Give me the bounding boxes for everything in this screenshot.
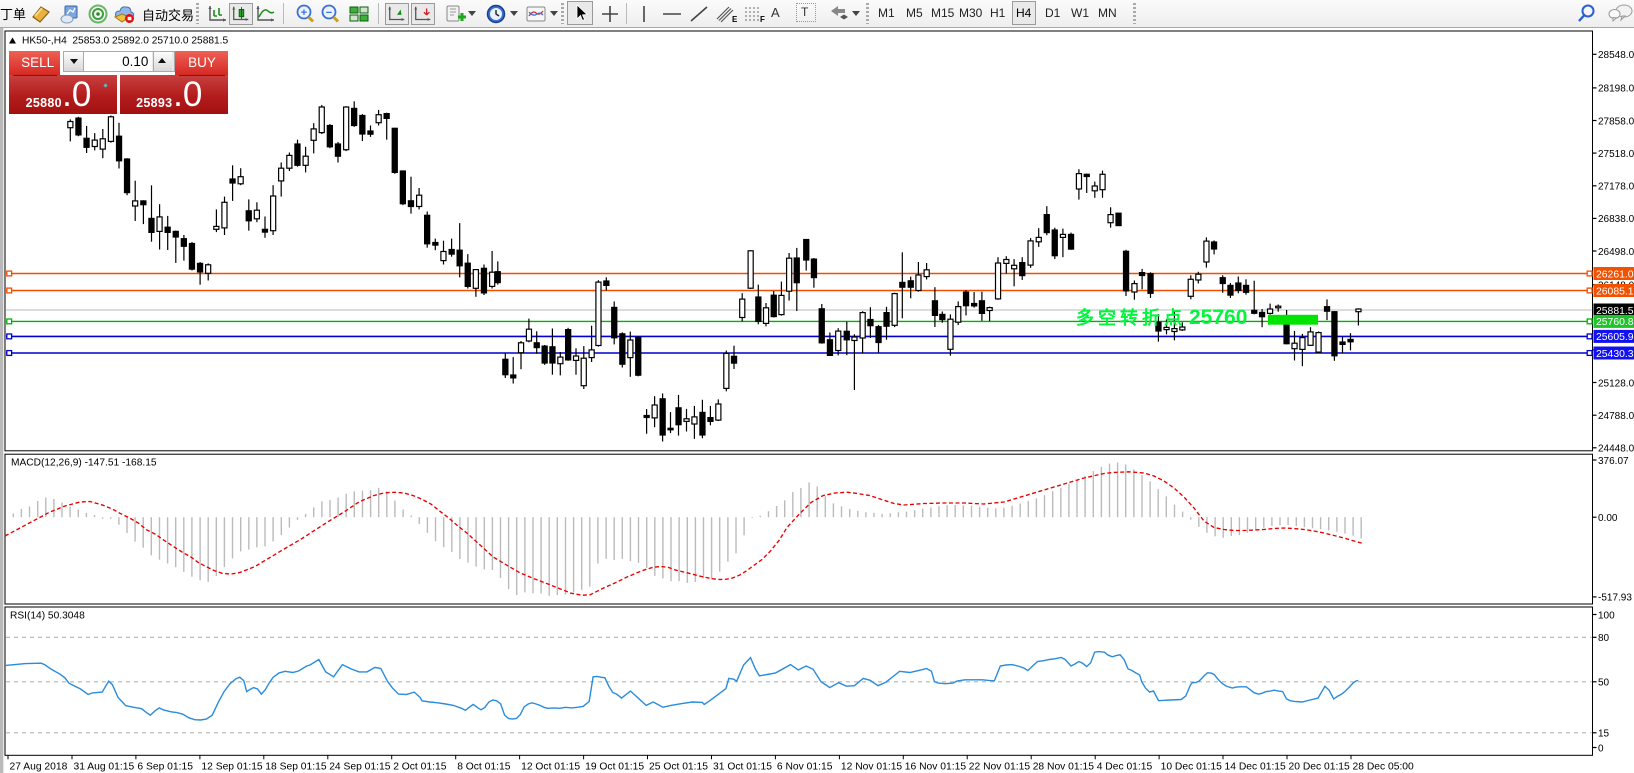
- svg-text:多空转折点: 多空转折点: [1076, 307, 1186, 328]
- svg-text:F: F: [760, 15, 765, 24]
- svg-text:22 Nov 01:15: 22 Nov 01:15: [969, 762, 1031, 773]
- svg-text:27858.0: 27858.0: [1598, 116, 1634, 127]
- svg-text:27 Aug 2018: 27 Aug 2018: [10, 762, 68, 773]
- svg-text:100: 100: [1598, 610, 1615, 621]
- svg-text:MACD(12,26,9) -147.51 -168.15: MACD(12,26,9) -147.51 -168.15: [11, 458, 157, 469]
- svg-text:-517.93: -517.93: [1598, 593, 1632, 604]
- svg-text:25760.8: 25760.8: [1596, 317, 1634, 328]
- svg-text:25881.5: 25881.5: [1596, 306, 1634, 317]
- svg-text:16 Nov 01:15: 16 Nov 01:15: [905, 762, 967, 773]
- svg-text:12 Nov 01:15: 12 Nov 01:15: [841, 762, 903, 773]
- svg-text:28 Nov 01:15: 28 Nov 01:15: [1033, 762, 1095, 773]
- svg-text:24 Sep 01:15: 24 Sep 01:15: [329, 762, 391, 773]
- svg-text:31 Oct 01:15: 31 Oct 01:15: [713, 762, 772, 773]
- svg-text:0: 0: [1598, 743, 1604, 754]
- svg-text:4 Dec 01:15: 4 Dec 01:15: [1097, 762, 1153, 773]
- svg-text:50: 50: [1598, 678, 1610, 689]
- svg-text:26838.0: 26838.0: [1598, 214, 1634, 225]
- svg-text:19 Oct 01:15: 19 Oct 01:15: [585, 762, 644, 773]
- svg-text:26085.1: 26085.1: [1596, 286, 1634, 297]
- svg-text:25 Oct 01:15: 25 Oct 01:15: [649, 762, 708, 773]
- svg-text:80: 80: [1598, 633, 1610, 644]
- svg-text:25760: 25760: [1189, 306, 1247, 329]
- svg-text:+: +: [301, 7, 307, 19]
- svg-text:18 Sep 01:15: 18 Sep 01:15: [265, 762, 327, 773]
- svg-text:12 Oct 01:15: 12 Oct 01:15: [521, 762, 580, 773]
- svg-text:28198.0: 28198.0: [1598, 84, 1634, 95]
- svg-text:20 Dec 01:15: 20 Dec 01:15: [1289, 762, 1351, 773]
- svg-text:27518.0: 27518.0: [1598, 149, 1634, 160]
- svg-text:6 Nov 01:15: 6 Nov 01:15: [777, 762, 833, 773]
- svg-text:15: 15: [1598, 729, 1610, 740]
- svg-text:HK50-,H4 25853.0 25892.0 2571: HK50-,H4 25853.0 25892.0 25710.0 25881.5: [22, 36, 229, 47]
- svg-text:E: E: [732, 15, 738, 24]
- svg-text:24448.0: 24448.0: [1598, 444, 1634, 455]
- svg-text:−: −: [326, 7, 332, 19]
- svg-text:2 Oct 01:15: 2 Oct 01:15: [393, 762, 447, 773]
- svg-text:14 Dec 01:15: 14 Dec 01:15: [1225, 762, 1287, 773]
- svg-text:25605.9: 25605.9: [1596, 332, 1634, 343]
- svg-text:10 Dec 01:15: 10 Dec 01:15: [1161, 762, 1223, 773]
- svg-text:12 Sep 01:15: 12 Sep 01:15: [201, 762, 263, 773]
- svg-text:31 Aug 01:15: 31 Aug 01:15: [74, 762, 135, 773]
- svg-text:27178.0: 27178.0: [1598, 182, 1634, 193]
- svg-text:26261.0: 26261.0: [1596, 269, 1634, 280]
- svg-text:25430.3: 25430.3: [1596, 349, 1634, 360]
- svg-text:8 Oct 01:15: 8 Oct 01:15: [457, 762, 511, 773]
- svg-text:28548.0: 28548.0: [1598, 50, 1634, 61]
- svg-text:25128.0: 25128.0: [1598, 378, 1634, 389]
- svg-text:24788.0: 24788.0: [1598, 411, 1634, 422]
- svg-text:28 Dec 05:00: 28 Dec 05:00: [1353, 762, 1415, 773]
- svg-text:0.00: 0.00: [1598, 513, 1618, 524]
- svg-text:26498.0: 26498.0: [1598, 247, 1634, 258]
- svg-text:RSI(14) 50.3048: RSI(14) 50.3048: [10, 611, 85, 622]
- svg-text:376.07: 376.07: [1598, 456, 1629, 467]
- svg-text:6 Sep 01:15: 6 Sep 01:15: [137, 762, 193, 773]
